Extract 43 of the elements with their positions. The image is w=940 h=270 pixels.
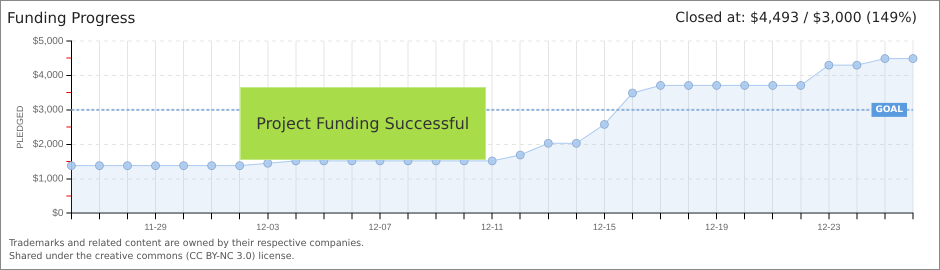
y-tick-label: $0 bbox=[52, 208, 64, 219]
text: Trademarks and related content are owned by their respective companies. bbox=[9, 237, 364, 250]
text: Shared under the creative commons (CC BY-NC 3.0) license. bbox=[9, 250, 296, 263]
y-axis-title: PLEDGED bbox=[14, 105, 25, 149]
point bbox=[544, 138, 553, 148]
point bbox=[600, 120, 609, 129]
x-tick-label: 12-23 bbox=[817, 222, 840, 232]
y-tick-label: $3,000 bbox=[32, 104, 64, 116]
point bbox=[908, 54, 918, 63]
point bbox=[880, 54, 890, 63]
y-tick-label: $4,000 bbox=[32, 70, 64, 82]
y-tick-label: $2,000 bbox=[32, 139, 64, 150]
y-tick-label: $5,000 bbox=[32, 36, 64, 47]
point bbox=[824, 60, 834, 70]
point bbox=[628, 88, 637, 98]
point bbox=[656, 81, 665, 90]
point bbox=[712, 81, 722, 90]
point bbox=[151, 161, 160, 170]
x-tick-label: 12-15 bbox=[592, 222, 616, 232]
point bbox=[66, 161, 76, 170]
point bbox=[235, 161, 244, 170]
chart-subtitle: Closed at: $4,493 / $3,000 (149%) bbox=[675, 10, 917, 26]
point bbox=[852, 60, 862, 70]
chart-title: Funding Progress bbox=[7, 9, 136, 27]
ref-line-label: GOAL bbox=[876, 105, 904, 116]
point bbox=[207, 161, 216, 170]
x-tick-label: 12-11 bbox=[481, 222, 504, 232]
point bbox=[684, 81, 693, 90]
point bbox=[740, 81, 750, 90]
point bbox=[123, 161, 132, 170]
point bbox=[768, 81, 778, 90]
point bbox=[488, 156, 497, 166]
point bbox=[179, 161, 188, 170]
x-tick-label: 12-19 bbox=[705, 222, 728, 232]
point bbox=[95, 161, 104, 170]
point bbox=[796, 81, 806, 90]
y-tick-label: $1,000 bbox=[32, 174, 64, 185]
x-tick-label: 11-29 bbox=[144, 222, 167, 232]
success-banner: Project Funding Successful bbox=[240, 87, 486, 160]
point bbox=[516, 150, 525, 160]
x-tick-label: 12-07 bbox=[368, 222, 392, 232]
point bbox=[572, 138, 581, 148]
x-tick-label: 12-03 bbox=[256, 222, 280, 232]
